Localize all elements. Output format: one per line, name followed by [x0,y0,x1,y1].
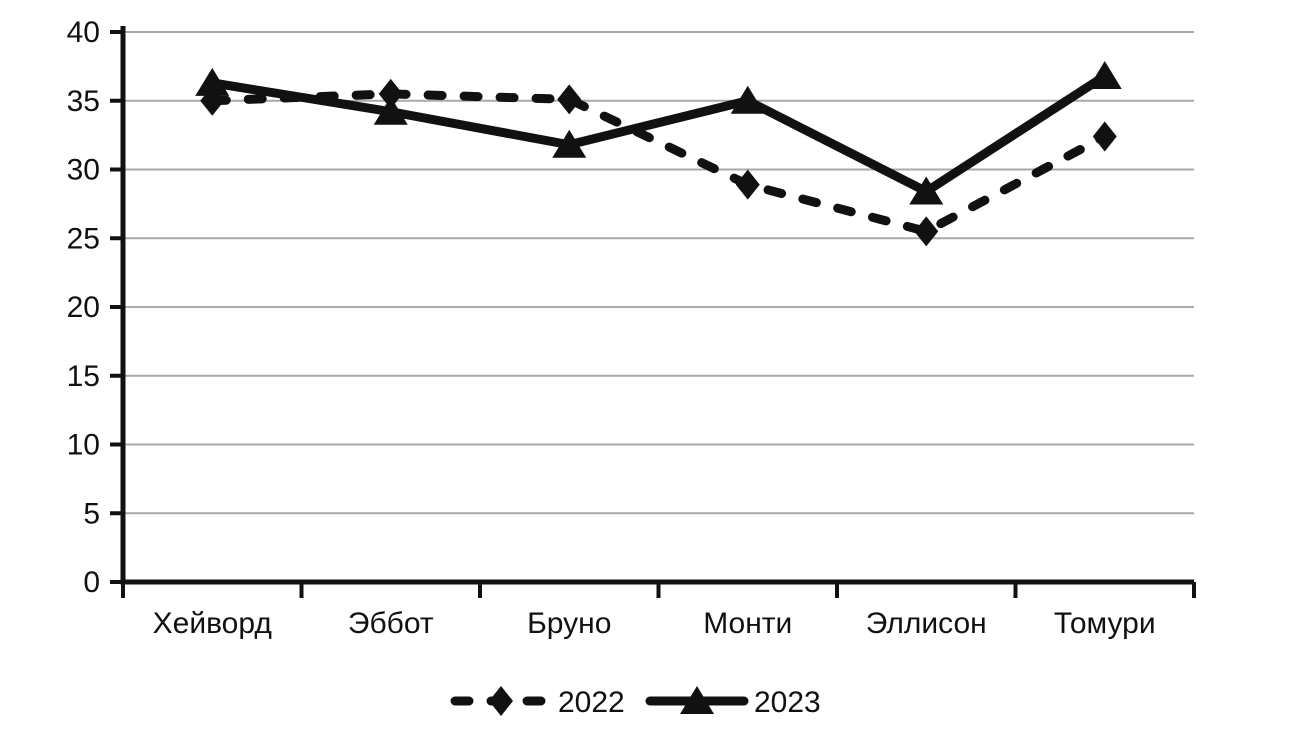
legend-label-2022: 2022 [558,686,625,719]
legend-marker-diamond [489,686,513,716]
series-line-2022 [207,89,1110,236]
legend-marker-triangle [680,686,714,714]
marker-diamond-2022 [1092,121,1117,152]
y-tick-label: 35 [67,85,100,118]
y-tick-label: 20 [67,291,100,324]
x-category-label: Эллисон [866,607,987,640]
y-tick-label: 40 [67,16,100,49]
y-tick-label: 25 [67,222,100,255]
marker-triangle-2023 [373,96,408,125]
y-tick-label: 0 [83,566,100,599]
y-tick-label: 5 [83,497,100,530]
marker-diamond-2022 [378,78,403,109]
x-category-label: Хейворд [153,607,272,640]
y-tick-label: 15 [67,360,100,393]
marker-diamond-2022 [557,84,582,115]
marker-triangle-2023 [552,129,587,158]
marker-diamond-2022 [735,169,760,200]
y-tick-label: 30 [67,154,100,187]
x-category-label: Томури [1054,607,1156,640]
marker-triangle-2023 [909,176,944,205]
y-tick-label: 10 [67,429,100,462]
marker-diamond-2022 [914,216,939,247]
x-category-label: Бруно [527,607,611,640]
marker-triangle-2023 [730,85,765,114]
x-category-label: Эббот [348,607,434,640]
legend-label-2023: 2023 [754,686,821,719]
marker-triangle-2023 [195,67,230,96]
series-line-2023 [207,71,1110,196]
x-category-label: Монти [703,607,792,640]
marker-triangle-2023 [1087,61,1122,89]
